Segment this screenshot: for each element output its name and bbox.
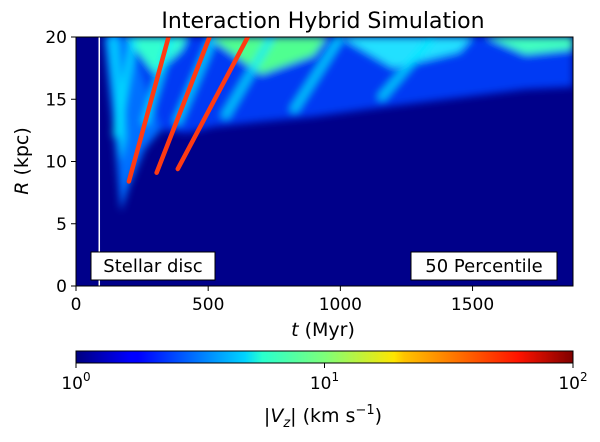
x-axis-label: t (Myr): [291, 319, 355, 341]
percentile-annotation: 50 Percentile: [410, 251, 558, 281]
colorbar-tick-label: 102: [558, 370, 587, 394]
y-tick-label: 20: [45, 28, 67, 48]
heatmap-band: [208, 37, 328, 75]
y-tick-label: 15: [45, 90, 67, 110]
fit-line: [175, 37, 251, 172]
colorbar-tick-label: 101: [310, 370, 339, 394]
plot-area: Stellar disc 50 Percentile: [75, 36, 574, 287]
fit-line: [154, 37, 212, 175]
heatmap-region: [107, 37, 573, 133]
y-axis-label: R (kpc): [11, 127, 33, 195]
x-tick-label: 1000: [319, 295, 362, 315]
colorbar: 100 101 102 |Vz| (km s−1): [61, 350, 588, 431]
stellar-disc-annotation: Stellar disc: [90, 251, 216, 281]
y-tick-label: 5: [56, 215, 67, 235]
x-axis: 0 500 1000 1500: [71, 286, 494, 315]
fit-lines: [126, 37, 251, 184]
colorbar-label: |Vz| (km s−1): [264, 403, 382, 431]
percentile-label: 50 Percentile: [425, 256, 542, 277]
heatmap-streak: [377, 37, 436, 102]
x-tick-label: 0: [71, 295, 82, 315]
colorbar-gradient: [75, 350, 574, 364]
fit-line: [126, 37, 171, 184]
colorbar-tick-label: 100: [61, 370, 90, 394]
heatmap-band: [107, 37, 127, 162]
y-tick-label: 10: [45, 153, 67, 173]
chart-title: Interaction Hybrid Simulation: [161, 9, 484, 34]
heatmap-band: [485, 37, 573, 55]
heatmap-streak: [112, 37, 138, 138]
x-tick-label: 1500: [451, 295, 494, 315]
y-axis: 0 5 10 15 20: [45, 28, 76, 297]
x-tick-label: 500: [192, 295, 224, 315]
heatmap-streak: [289, 37, 344, 114]
heatmap-band: [340, 37, 473, 69]
heatmap-streak: [221, 37, 275, 120]
colorbar-ticks: 100 101 102: [61, 363, 588, 394]
stellar-disc-label: Stellar disc: [103, 256, 202, 277]
y-tick-label: 0: [56, 277, 67, 297]
